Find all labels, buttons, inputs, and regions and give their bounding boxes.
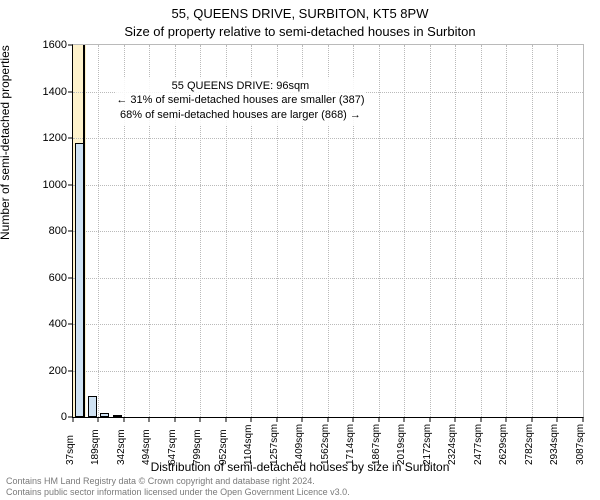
y-tick-label: 400 [49,318,67,330]
x-tick-mark [404,417,405,422]
gridline-v [455,45,456,417]
x-tick-mark [149,417,150,422]
gridline-v [532,45,533,417]
x-tick-mark [430,417,431,422]
x-tick-label: 2324sqm [447,424,458,465]
x-tick-mark [226,417,227,422]
x-tick-label: 2782sqm [524,424,535,465]
x-tick-label: 1409sqm [294,424,305,465]
annotation-line-2: ← 31% of semi-detached houses are smalle… [116,93,364,108]
gridline-v [404,45,405,417]
y-tick-label: 0 [61,411,67,423]
x-tick-label: 2019sqm [396,424,407,465]
y-tick-label: 600 [49,272,67,284]
gridline-v [481,45,482,417]
x-tick-label: 1867sqm [371,424,382,465]
x-tick-mark [251,417,252,422]
x-tick-mark [277,417,278,422]
y-tick-mark [68,91,73,92]
y-tick-mark [68,184,73,185]
y-tick-mark [68,370,73,371]
footer-attribution: Contains HM Land Registry data © Crown c… [6,476,350,498]
gridline-v [430,45,431,417]
x-tick-mark [506,417,507,422]
bar [100,413,109,417]
x-tick-mark [532,417,533,422]
gridline-v [98,45,99,417]
chart-container: { "chart": { "type": "bar", "title_line_… [0,0,600,500]
x-tick-mark [557,417,558,422]
y-tick-mark [68,231,73,232]
gridline-v [379,45,380,417]
footer-line-2: Contains public sector information licen… [6,487,350,498]
bar [113,415,122,417]
marker-line [83,45,85,417]
y-tick-mark [68,277,73,278]
x-tick-mark [98,417,99,422]
x-tick-mark [175,417,176,422]
annotation-line-1: 55 QUEENS DRIVE: 96sqm [116,79,364,94]
x-tick-label: 2477sqm [473,424,484,465]
y-tick-label: 1000 [43,179,67,191]
x-tick-mark [73,417,74,422]
x-tick-mark [379,417,380,422]
x-tick-label: 1714sqm [345,424,356,465]
x-tick-label: 2934sqm [549,424,560,465]
x-tick-label: 1257sqm [269,424,280,465]
x-tick-label: 2172sqm [422,424,433,465]
y-tick-mark [68,324,73,325]
x-tick-label: 1104sqm [243,425,254,465]
gridline-v [557,45,558,417]
x-tick-mark [124,417,125,422]
y-tick-label: 1200 [43,132,67,144]
y-tick-mark [68,138,73,139]
annotation-box: 55 QUEENS DRIVE: 96sqm ← 31% of semi-det… [116,77,364,126]
x-tick-mark [583,417,584,422]
y-tick-mark [68,45,73,46]
x-tick-mark [481,417,482,422]
x-tick-label: 2629sqm [498,424,509,465]
x-tick-mark [302,417,303,422]
bar [88,396,97,417]
chart-plot-area: 0200400600800100012001400160037sqm189sqm… [72,44,584,418]
y-tick-label: 200 [49,365,67,377]
gridline-v [506,45,507,417]
y-tick-label: 800 [49,225,67,237]
footer-line-1: Contains HM Land Registry data © Crown c… [6,476,350,487]
x-tick-mark [353,417,354,422]
x-tick-label: 3087sqm [575,424,586,465]
annotation-line-3: 68% of semi-detached houses are larger (… [116,108,364,123]
y-tick-label: 1600 [43,39,67,51]
x-tick-label: 1562sqm [320,424,331,465]
x-tick-mark [455,417,456,422]
chart-title-line-2: Size of property relative to semi-detach… [0,24,600,39]
x-tick-mark [328,417,329,422]
x-axis-label: Distribution of semi-detached houses by … [0,460,600,474]
x-tick-mark [200,417,201,422]
y-tick-label: 1400 [43,86,67,98]
chart-title-line-1: 55, QUEENS DRIVE, SURBITON, KT5 8PW [0,6,600,21]
y-axis-label: Number of semi-detached properties [0,45,12,240]
